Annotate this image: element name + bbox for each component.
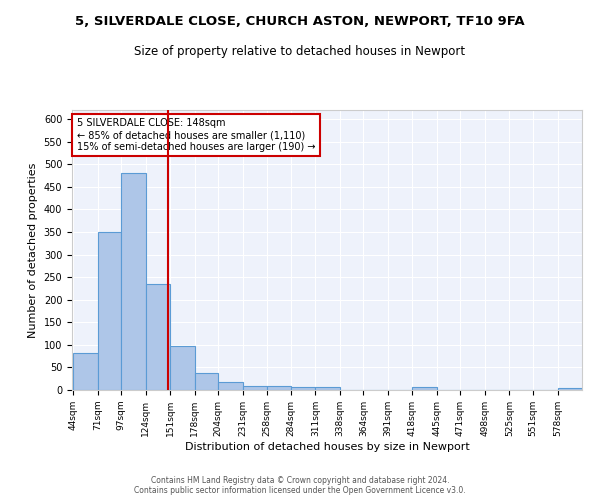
- Bar: [412, 388, 437, 390]
- Bar: [170, 346, 195, 390]
- Bar: [557, 388, 582, 390]
- Y-axis label: Number of detached properties: Number of detached properties: [28, 162, 38, 338]
- Bar: [218, 382, 243, 390]
- Text: Contains HM Land Registry data © Crown copyright and database right 2024.
Contai: Contains HM Land Registry data © Crown c…: [134, 476, 466, 495]
- Bar: [73, 352, 98, 390]
- Bar: [268, 386, 291, 390]
- Bar: [195, 373, 218, 390]
- Text: Size of property relative to detached houses in Newport: Size of property relative to detached ho…: [134, 45, 466, 58]
- Bar: [316, 388, 340, 390]
- Bar: [121, 173, 146, 390]
- X-axis label: Distribution of detached houses by size in Newport: Distribution of detached houses by size …: [185, 442, 469, 452]
- Bar: [243, 386, 268, 390]
- Bar: [98, 232, 121, 390]
- Bar: [291, 387, 316, 390]
- Text: 5 SILVERDALE CLOSE: 148sqm
← 85% of detached houses are smaller (1,110)
15% of s: 5 SILVERDALE CLOSE: 148sqm ← 85% of deta…: [77, 118, 316, 152]
- Bar: [146, 284, 170, 390]
- Text: 5, SILVERDALE CLOSE, CHURCH ASTON, NEWPORT, TF10 9FA: 5, SILVERDALE CLOSE, CHURCH ASTON, NEWPO…: [75, 15, 525, 28]
